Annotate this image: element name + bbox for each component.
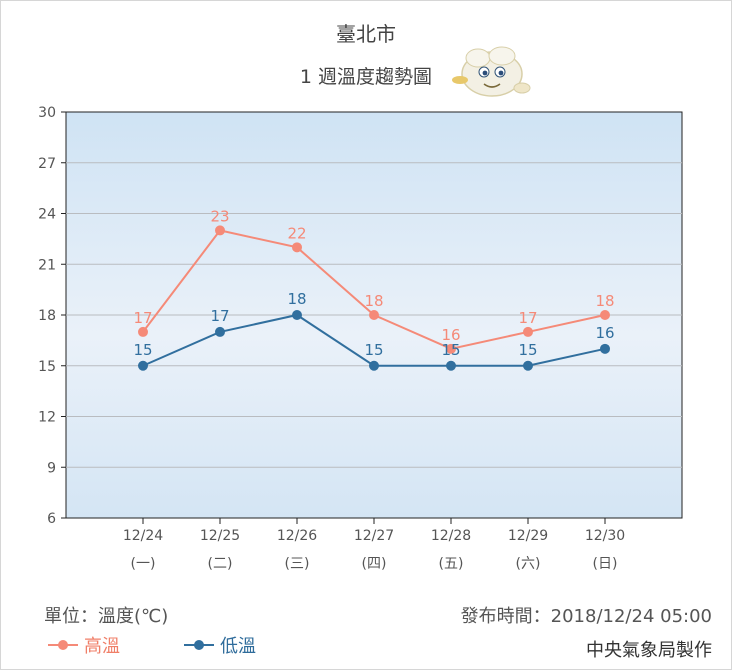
unit-label: 單位：溫度(℃) bbox=[44, 606, 169, 627]
data-label-high: 17 bbox=[518, 309, 537, 327]
data-label-high: 17 bbox=[133, 309, 152, 327]
city-title: 臺北市 bbox=[336, 22, 396, 46]
point-low bbox=[215, 326, 225, 337]
y-tick-label: 24 bbox=[38, 207, 56, 223]
y-tick-label: 27 bbox=[38, 156, 56, 172]
x-weekday-label: (一) bbox=[131, 556, 156, 572]
data-label-low: 15 bbox=[133, 341, 152, 359]
y-tick-label: 6 bbox=[47, 511, 56, 527]
legend-low-marker-icon bbox=[184, 639, 214, 651]
x-weekday-label: (日) bbox=[593, 556, 618, 572]
issue-time: 發布時間：2018/12/24 05:00 bbox=[460, 606, 712, 627]
data-label-high: 23 bbox=[210, 207, 229, 225]
y-tick-label: 15 bbox=[38, 359, 56, 375]
x-weekday-label: (六) bbox=[516, 556, 541, 572]
x-tick-label: 12/24 bbox=[123, 528, 163, 544]
legend-low-label: 低溫 bbox=[220, 636, 256, 657]
point-high bbox=[600, 310, 610, 320]
y-tick-label: 30 bbox=[38, 105, 56, 121]
legend-high-label: 高溫 bbox=[84, 636, 120, 657]
x-axis: 12/24 (一) 12/25 (二) 12/26 (三) 12/27 (四) 12/28 (五)… bbox=[123, 518, 625, 572]
legend-item-high[interactable]: 高溫 bbox=[48, 632, 120, 658]
legend-high-marker-icon bbox=[48, 639, 78, 651]
y-tick-label: 21 bbox=[38, 257, 56, 273]
data-label-low: 15 bbox=[518, 341, 537, 359]
data-label-low: 18 bbox=[287, 290, 306, 308]
weather-mascot-icon bbox=[452, 46, 531, 97]
y-tick-label: 18 bbox=[38, 308, 56, 324]
x-tick-label: 12/30 bbox=[585, 528, 625, 544]
point-low bbox=[600, 343, 610, 354]
legend-item-low[interactable]: 低溫 bbox=[184, 632, 256, 658]
temperature-chart: 6 9 12 15 18 21 24 27 30 12/24 (一) 12/25 (二) 12/26 (三… bbox=[38, 105, 683, 572]
y-tick-label: 12 bbox=[38, 410, 56, 426]
point-high bbox=[215, 225, 225, 236]
x-tick-label: 12/26 bbox=[277, 528, 317, 544]
point-low bbox=[369, 360, 379, 371]
point-high bbox=[369, 310, 379, 320]
y-axis: 6 9 12 15 18 21 24 27 30 bbox=[38, 105, 66, 527]
x-tick-label: 12/29 bbox=[508, 528, 548, 544]
point-low bbox=[292, 310, 302, 320]
point-high bbox=[292, 242, 302, 253]
point-low bbox=[138, 360, 148, 371]
producer-credit: 中央氣象局製作 bbox=[586, 640, 712, 661]
data-label-low: 15 bbox=[364, 341, 383, 359]
x-tick-label: 12/25 bbox=[200, 528, 240, 544]
data-label-low: 17 bbox=[210, 307, 229, 325]
point-low bbox=[523, 360, 533, 371]
x-tick-label: 12/27 bbox=[354, 528, 394, 544]
point-high bbox=[523, 326, 533, 337]
point-low bbox=[446, 360, 456, 371]
data-label-low: 15 bbox=[441, 341, 460, 359]
x-weekday-label: (四) bbox=[362, 556, 387, 572]
x-weekday-label: (二) bbox=[208, 556, 233, 572]
data-label-high: 16 bbox=[441, 326, 460, 344]
point-high bbox=[138, 326, 148, 337]
data-label-low: 16 bbox=[595, 324, 614, 342]
point-high bbox=[446, 343, 456, 354]
x-weekday-label: (三) bbox=[285, 556, 310, 572]
chart-subtitle: 1 週溫度趨勢圖 bbox=[299, 66, 433, 88]
x-weekday-label: (五) bbox=[439, 556, 464, 572]
x-tick-label: 12/28 bbox=[431, 528, 471, 544]
y-tick-label: 9 bbox=[47, 460, 56, 476]
data-label-high: 22 bbox=[287, 224, 306, 242]
data-label-high: 18 bbox=[364, 292, 383, 310]
data-label-high: 18 bbox=[595, 292, 614, 310]
